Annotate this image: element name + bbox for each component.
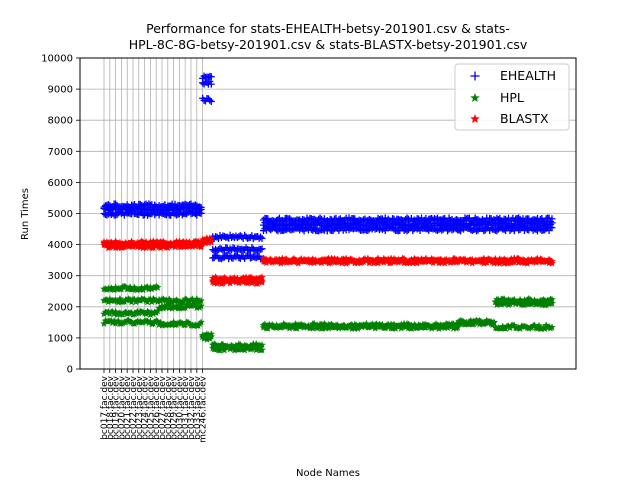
x-tick-label: mc246.fac.dev bbox=[199, 375, 209, 442]
y-tick-label: 6000 bbox=[48, 178, 73, 189]
data-point-ehealth bbox=[207, 98, 215, 106]
x-tick-label: bc025.fac.dev bbox=[146, 375, 156, 439]
data-point-hpl bbox=[165, 295, 174, 303]
y-tick-label: 0 bbox=[67, 365, 73, 376]
data-point-hpl bbox=[362, 319, 371, 327]
x-tick-label: bc017.fac.dev bbox=[100, 375, 110, 439]
x-tick-label: bc022.fac.dev bbox=[129, 375, 139, 439]
data-point-hpl bbox=[258, 340, 266, 349]
x-tick-label: bc033.fac.dev bbox=[193, 375, 203, 439]
data-point-hpl bbox=[207, 330, 216, 338]
y-tick-label: 5000 bbox=[48, 209, 73, 220]
y-tick-label: 10000 bbox=[41, 54, 73, 65]
plot-frame bbox=[79, 57, 577, 370]
x-tick-label: bc026.fac.dev bbox=[152, 375, 162, 439]
data-point-hpl bbox=[535, 321, 543, 329]
data-point-hpl bbox=[153, 283, 162, 291]
x-tick-label: bc030.fac.dev bbox=[175, 375, 185, 439]
chart-title-line-1: Performance for stats-EHEALTH-betsy-2019… bbox=[146, 21, 510, 36]
data-point-ehealth bbox=[258, 245, 266, 253]
legend-marker-glyph bbox=[470, 92, 480, 103]
x-tick-label: bc028.fac.dev bbox=[164, 375, 174, 439]
legend-marker-hpl bbox=[470, 92, 480, 103]
data-point-hpl bbox=[258, 346, 266, 354]
legend-marker-ehealth bbox=[470, 71, 480, 81]
data-point-ehealth bbox=[197, 204, 205, 212]
data-point-hpl bbox=[548, 323, 556, 331]
data-point-ehealth bbox=[515, 214, 523, 222]
data-point-blastx bbox=[258, 276, 266, 285]
x-tick-label: bc019.fac.dev bbox=[112, 375, 122, 439]
data-point-ehealth bbox=[258, 234, 266, 242]
y-tick-label: 9000 bbox=[48, 85, 73, 96]
y-tick-label: 3000 bbox=[48, 271, 73, 282]
series-blastx bbox=[100, 234, 556, 288]
legend-marker-blastx bbox=[470, 113, 480, 124]
y-tick-label: 1000 bbox=[48, 333, 73, 344]
y-tick-label: 4000 bbox=[48, 240, 73, 251]
data-point-ehealth bbox=[207, 80, 215, 88]
legend-marker-glyph bbox=[470, 113, 480, 124]
data-point-blastx bbox=[548, 257, 556, 265]
x-tick-label: bc018.fac.dev bbox=[106, 375, 116, 439]
data-point-hpl bbox=[548, 295, 556, 303]
x-tick-label: bc024.fac.dev bbox=[141, 375, 151, 439]
series-hpl bbox=[100, 282, 556, 354]
chart-title-line-2: HPL-8C-8G-betsy-201901.csv & stats-BLAST… bbox=[129, 37, 528, 52]
data-point-hpl bbox=[207, 332, 216, 340]
y-tick-label: 2000 bbox=[48, 302, 73, 313]
x-tick-label: bc021.fac.dev bbox=[123, 375, 133, 439]
axis-layer: 0 1000 2000 3000 4000 5000 6000 7000 8000 9000 100… bbox=[41, 54, 577, 443]
data-point-hpl bbox=[548, 299, 556, 307]
y-axis-label: Run Times bbox=[20, 188, 31, 240]
y-tick-label: 8000 bbox=[48, 116, 73, 127]
data-point-blastx bbox=[258, 273, 266, 281]
legend-label-hpl: HPL bbox=[500, 90, 524, 105]
x-tick-label: bc031.fac.dev bbox=[181, 375, 191, 439]
data-point-ehealth bbox=[257, 233, 265, 241]
x-tick-label: bc023.fac.dev bbox=[135, 375, 145, 439]
data-point-ehealth bbox=[548, 215, 556, 223]
x-tick-label: bc032.fac.dev bbox=[187, 375, 197, 439]
y-tick-label: 7000 bbox=[48, 147, 73, 158]
data-point-blastx bbox=[207, 238, 216, 246]
x-tick-label: bc020.fac.dev bbox=[117, 375, 127, 439]
legend: EHEALTH HPL BLASTX bbox=[454, 63, 570, 131]
data-point-blastx bbox=[207, 234, 216, 242]
x-tick-label: bc029.fac.dev bbox=[170, 375, 180, 439]
x-axis-label: Node Names bbox=[296, 468, 360, 479]
data-point-ehealth bbox=[207, 73, 215, 81]
legend-marker-glyph bbox=[470, 71, 480, 81]
data-point-hpl bbox=[197, 318, 206, 326]
x-tick-label: bc027.fac.dev bbox=[158, 375, 168, 439]
data-point-hpl bbox=[453, 323, 462, 331]
data-point-hpl bbox=[197, 301, 206, 310]
legend-label-ehealth: EHEALTH bbox=[500, 68, 556, 83]
legend-label-blastx: BLASTX bbox=[500, 111, 549, 126]
series-ehealth bbox=[100, 72, 556, 263]
data-point-hpl bbox=[197, 296, 206, 305]
data-point-ehealth bbox=[206, 96, 214, 104]
data-point-hpl bbox=[116, 294, 124, 303]
legend-box bbox=[454, 63, 570, 131]
data-point-hpl bbox=[490, 318, 498, 327]
data-layer bbox=[100, 72, 556, 354]
